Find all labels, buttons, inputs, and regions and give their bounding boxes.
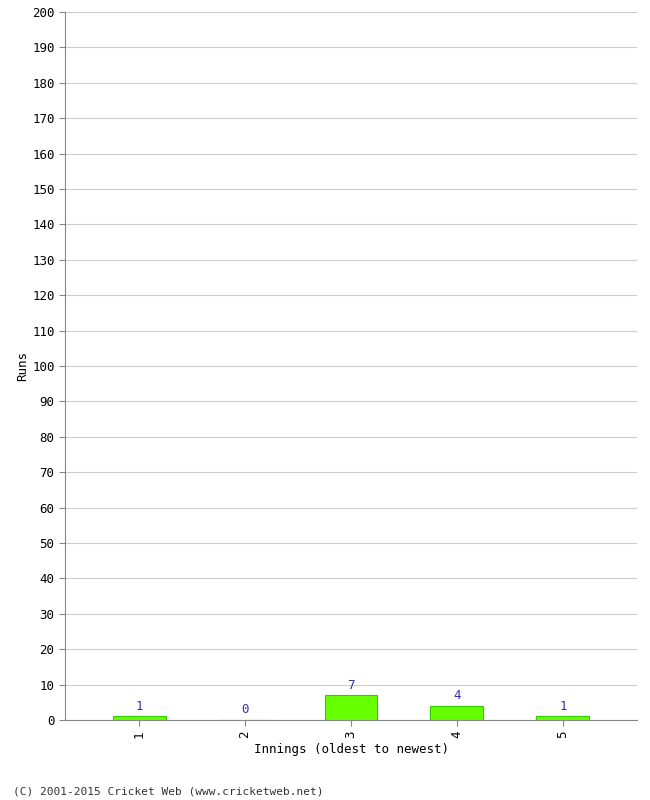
Text: (C) 2001-2015 Cricket Web (www.cricketweb.net): (C) 2001-2015 Cricket Web (www.cricketwe… xyxy=(13,786,324,796)
X-axis label: Innings (oldest to newest): Innings (oldest to newest) xyxy=(254,743,448,757)
Text: 7: 7 xyxy=(347,678,355,692)
Bar xyxy=(536,717,590,720)
Bar xyxy=(324,695,378,720)
Text: 0: 0 xyxy=(241,703,249,717)
Text: 1: 1 xyxy=(559,700,567,713)
Bar xyxy=(430,706,484,720)
Y-axis label: Runs: Runs xyxy=(16,351,29,381)
Bar xyxy=(112,717,166,720)
Text: 4: 4 xyxy=(453,690,461,702)
Text: 1: 1 xyxy=(135,700,143,713)
